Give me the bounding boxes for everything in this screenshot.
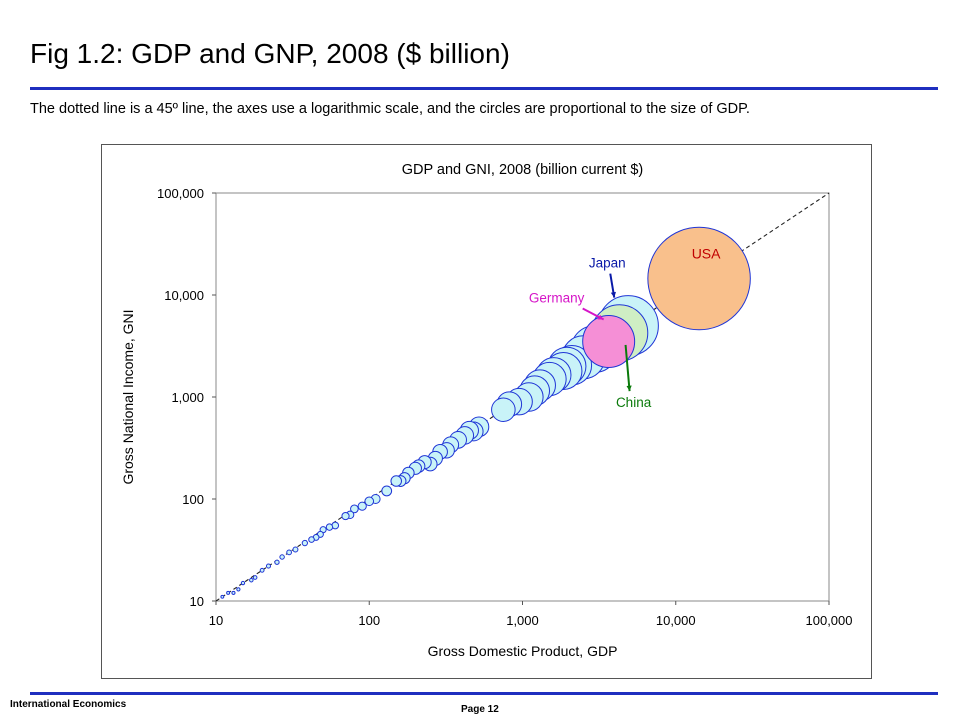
y-tick-label: 10,000: [164, 288, 204, 303]
country-bubble: [390, 475, 403, 487]
country-bubble: [249, 577, 254, 583]
chart-frame: GDP and GNI, 2008 (billion current $) 10 1…: [101, 144, 872, 679]
country-bubble: [350, 504, 359, 514]
label-japan: Japan: [589, 256, 626, 271]
label-china: China: [616, 395, 652, 410]
country-bubble: [240, 580, 246, 586]
country-bubble: [325, 523, 334, 531]
bubble-chart: GDP and GNI, 2008 (billion current $) 10 1…: [120, 162, 853, 659]
y-tick-label: 10: [190, 594, 204, 609]
country-bubble: [301, 539, 309, 547]
country-bubble: [279, 554, 285, 560]
country-bubble: [226, 590, 231, 595]
x-tick-label: 10: [209, 613, 223, 628]
country-bubble: [286, 549, 292, 556]
japan-arrowhead: [610, 291, 616, 298]
x-tick-label: 100: [358, 613, 380, 628]
y-tick-label: 100: [182, 492, 204, 507]
country-bubble: [364, 496, 375, 507]
country-bubble: [292, 546, 299, 553]
country-bubble: [274, 559, 280, 565]
country-bubble: [341, 511, 350, 521]
country-bubble: [308, 536, 315, 543]
y-axis-label: Gross National Income, GNI: [120, 309, 136, 484]
country-bubble: [220, 594, 225, 599]
label-usa: USA: [692, 246, 721, 262]
germany-arrowhead: [597, 314, 604, 320]
y-tick-label: 1,000: [171, 390, 204, 405]
country-bubble: [236, 587, 241, 592]
china-arrowhead: [626, 385, 632, 392]
footer-page-number: Page 12: [461, 704, 499, 715]
china-arrow: [624, 344, 631, 392]
y-tick-label: 100,000: [157, 186, 204, 201]
country-bubble: [252, 575, 258, 580]
title-divider: [30, 87, 938, 90]
slide-subtitle: The dotted line is a 45º line, the axes …: [30, 101, 750, 117]
bubble-germany: [582, 315, 636, 368]
footer-divider: [30, 692, 938, 695]
x-tick-label: 10,000: [656, 613, 696, 628]
label-germany: Germany: [529, 291, 585, 306]
x-axis-label: Gross Domestic Product, GDP: [428, 643, 618, 659]
slide-title: Fig 1.2: GDP and GNP, 2008 ($ billion): [30, 38, 510, 69]
x-tick-label: 100,000: [806, 613, 853, 628]
country-bubble: [231, 590, 236, 595]
country-bubble: [357, 501, 367, 511]
chart-title: GDP and GNI, 2008 (billion current $): [402, 162, 644, 178]
footer-course-name: International Economics: [10, 699, 127, 710]
bubble-usa: [647, 226, 751, 331]
country-bubble: [381, 485, 393, 497]
x-tick-label: 1,000: [506, 613, 539, 628]
country-bubble: [265, 563, 271, 569]
country-bubble: [259, 567, 265, 573]
country-bubble: [491, 397, 516, 423]
